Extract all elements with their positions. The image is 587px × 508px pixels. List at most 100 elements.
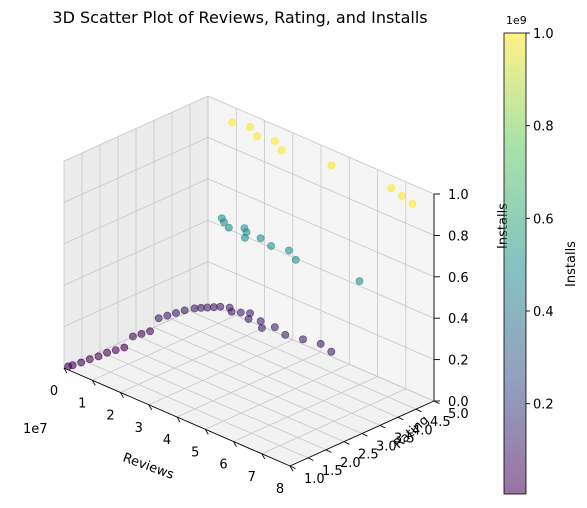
- scatter-point: [277, 146, 286, 155]
- scatter-point: [216, 302, 225, 311]
- scatter-point: [77, 358, 86, 367]
- scatter-point: [256, 317, 265, 325]
- tick-mark: [148, 404, 153, 411]
- scatter-point: [128, 332, 137, 341]
- colorbar-frame: [503, 32, 527, 495]
- x-tick-label: 8: [276, 482, 284, 497]
- grid-line: [153, 327, 381, 426]
- scatter-point: [224, 223, 233, 232]
- y-tick-label: 1.0: [304, 472, 325, 487]
- y-tick-label: 3.5: [394, 431, 415, 446]
- tick-mark: [289, 465, 296, 470]
- colorbar-offset-label: 1e9: [506, 14, 527, 27]
- y-tick-label: 4.0: [412, 423, 433, 438]
- tick-mark: [63, 367, 68, 374]
- scatter-point: [180, 306, 189, 315]
- grid-line: [63, 178, 209, 245]
- scatter-point: [316, 339, 325, 348]
- scatter-point: [299, 335, 307, 344]
- x-tick-label: 4: [163, 433, 171, 448]
- tick-mark: [261, 453, 266, 460]
- x-tick-label: 0: [50, 384, 58, 399]
- y-tick-label: 4.5: [430, 415, 451, 430]
- scatter-point: [270, 136, 279, 145]
- scatter-point: [253, 132, 261, 141]
- y-tick-label: 1.5: [322, 464, 343, 479]
- scatter-point: [120, 343, 129, 352]
- scatter-point: [68, 361, 77, 370]
- z-tick-label: 0.0: [448, 395, 469, 410]
- scatter-point: [154, 314, 163, 323]
- tick-mark: [120, 392, 124, 398]
- colorbar-tick-label: 0.2: [533, 398, 554, 413]
- scatter-point: [236, 308, 245, 317]
- tick-mark: [397, 416, 404, 421]
- scatter-point: [387, 184, 396, 193]
- x-tick-label: 5: [191, 445, 199, 460]
- tick-mark: [343, 441, 350, 445]
- tick-mark: [289, 465, 294, 472]
- scatter-point: [111, 346, 120, 354]
- x-tick-label: 3: [135, 421, 143, 436]
- x-offset-label: 1e7: [23, 422, 48, 437]
- scatter-point: [281, 330, 290, 339]
- scatter-points: [64, 118, 417, 371]
- grid-line: [207, 95, 435, 195]
- x-tick-label: 6: [219, 458, 227, 473]
- tick-mark: [361, 433, 368, 437]
- scatter-point: [219, 218, 228, 227]
- scatter-point: [146, 327, 154, 336]
- x-tick-label: 1: [78, 396, 86, 411]
- colorbar-ticks: 0.2 0.4 0.6 0.8 1.0: [526, 27, 554, 413]
- scatter-point: [256, 234, 265, 243]
- chart-title: 3D Scatter Plot of Reviews, Rating, and …: [52, 8, 427, 27]
- grid-line: [135, 335, 363, 434]
- grid-line: [117, 343, 345, 442]
- x-axis-label: Reviews: [121, 451, 176, 483]
- scatter-point: [267, 242, 275, 250]
- grid-line: [63, 261, 209, 327]
- scatter-point: [240, 233, 249, 242]
- scatter-point: [291, 255, 300, 264]
- scatter-point: [137, 329, 146, 338]
- colorbar-tick-label: 0.8: [533, 120, 554, 135]
- scatter-point: [355, 277, 364, 285]
- scatter-point: [257, 324, 266, 332]
- scatter-point: [103, 348, 111, 357]
- tick-mark: [379, 424, 386, 429]
- scatter-point: [163, 311, 172, 320]
- tick-mark: [176, 416, 181, 423]
- tick-mark: [204, 429, 209, 435]
- scatter-point: [284, 246, 293, 255]
- scatter-point: [327, 347, 336, 356]
- grid-line: [63, 137, 209, 203]
- z-tick-label: 0.2: [448, 354, 469, 369]
- scatter-point: [227, 307, 236, 316]
- scatter-point: [270, 323, 279, 332]
- z-tick-label: 0.8: [448, 229, 469, 244]
- grid-line: [207, 137, 435, 236]
- tick-mark: [233, 441, 237, 447]
- y-tick-label: 5.0: [448, 407, 469, 422]
- tick-labels: 0123456781.01.52.02.53.03.54.04.55.00.00…: [50, 188, 469, 497]
- x-tick-label: 2: [106, 409, 114, 424]
- y-tick-label: 3.0: [376, 440, 397, 455]
- axes-panes: [63, 95, 435, 467]
- scatter-point: [190, 304, 199, 313]
- tick-mark: [307, 457, 314, 461]
- colorbar-tick-label: 1.0: [533, 27, 554, 42]
- colorbar-tick-label: 0.6: [533, 212, 554, 227]
- scatter-point: [244, 315, 253, 323]
- z-tick-label: 0.6: [448, 271, 469, 286]
- grid-line: [207, 261, 435, 360]
- scatter-point: [209, 303, 218, 312]
- scatter-point: [85, 355, 94, 363]
- grid-line: [171, 318, 399, 418]
- scatter-point: [172, 309, 180, 317]
- y-tick-label: 2.5: [358, 448, 379, 463]
- scatter-point: [327, 161, 336, 170]
- tick-mark: [415, 408, 422, 413]
- grid-lines: [63, 95, 435, 467]
- grid-line: [81, 359, 309, 459]
